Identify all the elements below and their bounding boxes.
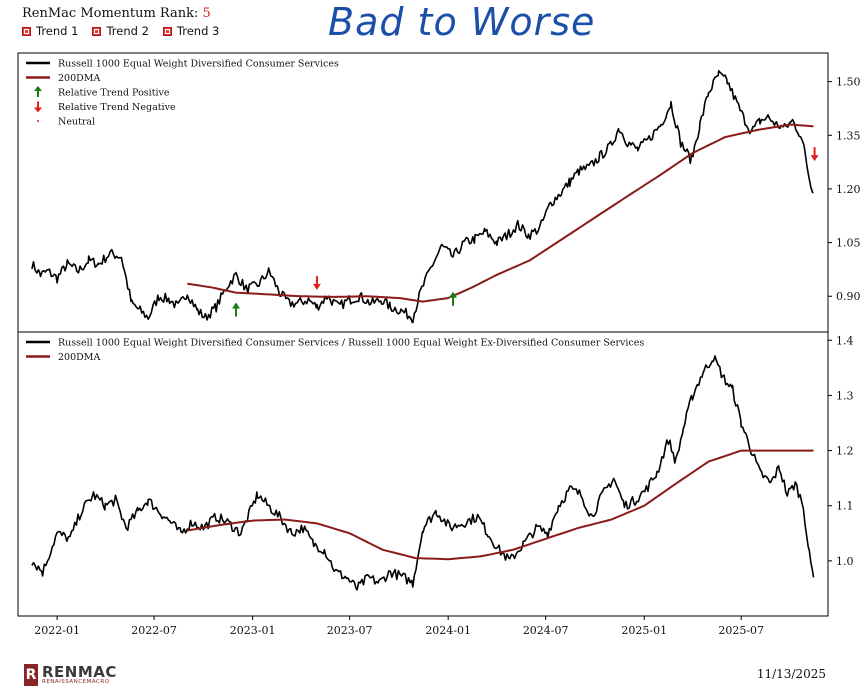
- xtick-label: 2022-07: [131, 624, 177, 637]
- panel-2-series-200dma-line: [187, 449, 814, 561]
- panel-2-ytick-label: 1.2: [836, 445, 854, 458]
- panel-1-series-price-line: [31, 70, 814, 324]
- legend-2-0-label: Russell 1000 Equal Weight Diversified Co…: [58, 338, 644, 349]
- handwritten-annotation: Bad to Worse: [328, 0, 596, 44]
- panel-2-ytick-label: 1.1: [836, 500, 854, 513]
- momentum-rank-value: 5: [202, 6, 211, 21]
- logo-mark-icon: R: [24, 664, 38, 686]
- panel-2-series-price-line: [31, 355, 815, 591]
- momentum-rank-label: RenMac Momentum Rank:: [22, 6, 199, 21]
- xtick-label: 2024-01: [425, 624, 471, 637]
- panel-1-ytick-label: 1.05: [836, 237, 861, 250]
- legend-2-1-label: 200DMA: [58, 352, 100, 363]
- panel-1-ytick-label: 1.50: [836, 76, 861, 89]
- panel-2-ytick-label: 1.0: [836, 555, 854, 568]
- legend-down-arrow-icon: [34, 101, 42, 113]
- trend-2-box-icon: [92, 26, 102, 36]
- legend-1-4-label: Neutral: [58, 117, 95, 128]
- xtick-label: 2025-01: [621, 624, 667, 637]
- panel-1-series-200dma-line: [187, 123, 814, 303]
- trend-2: Trend 2: [92, 24, 149, 38]
- trend-3: Trend 3: [162, 24, 220, 38]
- xtick-label: 2023-07: [327, 624, 373, 637]
- legend-1-3-label: Relative Trend Negative: [58, 102, 176, 113]
- trend-3-box-icon: [162, 26, 172, 36]
- trend-1-label: Trend 1: [36, 24, 79, 38]
- trend-2-label: Trend 2: [106, 24, 149, 38]
- logo-text: RENMAC RENAISSANCEMACRO: [42, 662, 117, 686]
- xtick-label: 2025-07: [718, 624, 764, 637]
- xtick-label: 2023-01: [230, 624, 276, 637]
- legend-1-2-label: Relative Trend Positive: [58, 88, 170, 99]
- panel-1-ytick-label: 0.90: [836, 290, 861, 303]
- trend-3-label: Trend 3: [176, 24, 220, 38]
- chart-header: RenMac Momentum Rank: 5 Trend 1 Trend 2 …: [22, 6, 219, 38]
- panel-2-frame: [17, 331, 829, 617]
- trend-positive-arrow-icon: [449, 291, 457, 306]
- trend-1: Trend 1: [22, 24, 78, 38]
- report-date: 11/13/2025: [756, 667, 826, 681]
- trend-positive-arrow-icon: [232, 302, 241, 317]
- trend-1-box-icon: [22, 26, 31, 36]
- panel-2-ytick-label: 1.3: [836, 389, 854, 402]
- panel-1-ytick-label: 1.20: [836, 183, 861, 196]
- xtick-label: 2022-01: [34, 624, 80, 637]
- logo-name: RENMAC: [42, 662, 117, 681]
- xtick-label: 2024-07: [523, 624, 569, 637]
- trend-negative-arrow-icon: [810, 147, 819, 162]
- momentum-rank: RenMac Momentum Rank: 5: [22, 6, 219, 21]
- legend-up-arrow-icon: [34, 86, 42, 97]
- trend-negative-arrow-icon: [312, 275, 321, 290]
- legend-neutral-dot-icon: [37, 120, 39, 122]
- logo-subtitle: RENAISSANCEMACRO: [42, 678, 110, 685]
- trend-indicators: Trend 1 Trend 2 Trend 3: [22, 24, 219, 38]
- panel-2-ytick-label: 1.4: [836, 334, 854, 347]
- legend-1-1-label: 200DMA: [58, 73, 100, 84]
- renmac-logo: R RENMAC RENAISSANCEMACRO: [24, 664, 117, 686]
- panel-1-ytick-label: 1.35: [836, 129, 861, 142]
- legend-1-0-label: Russell 1000 Equal Weight Diversified Co…: [58, 59, 339, 70]
